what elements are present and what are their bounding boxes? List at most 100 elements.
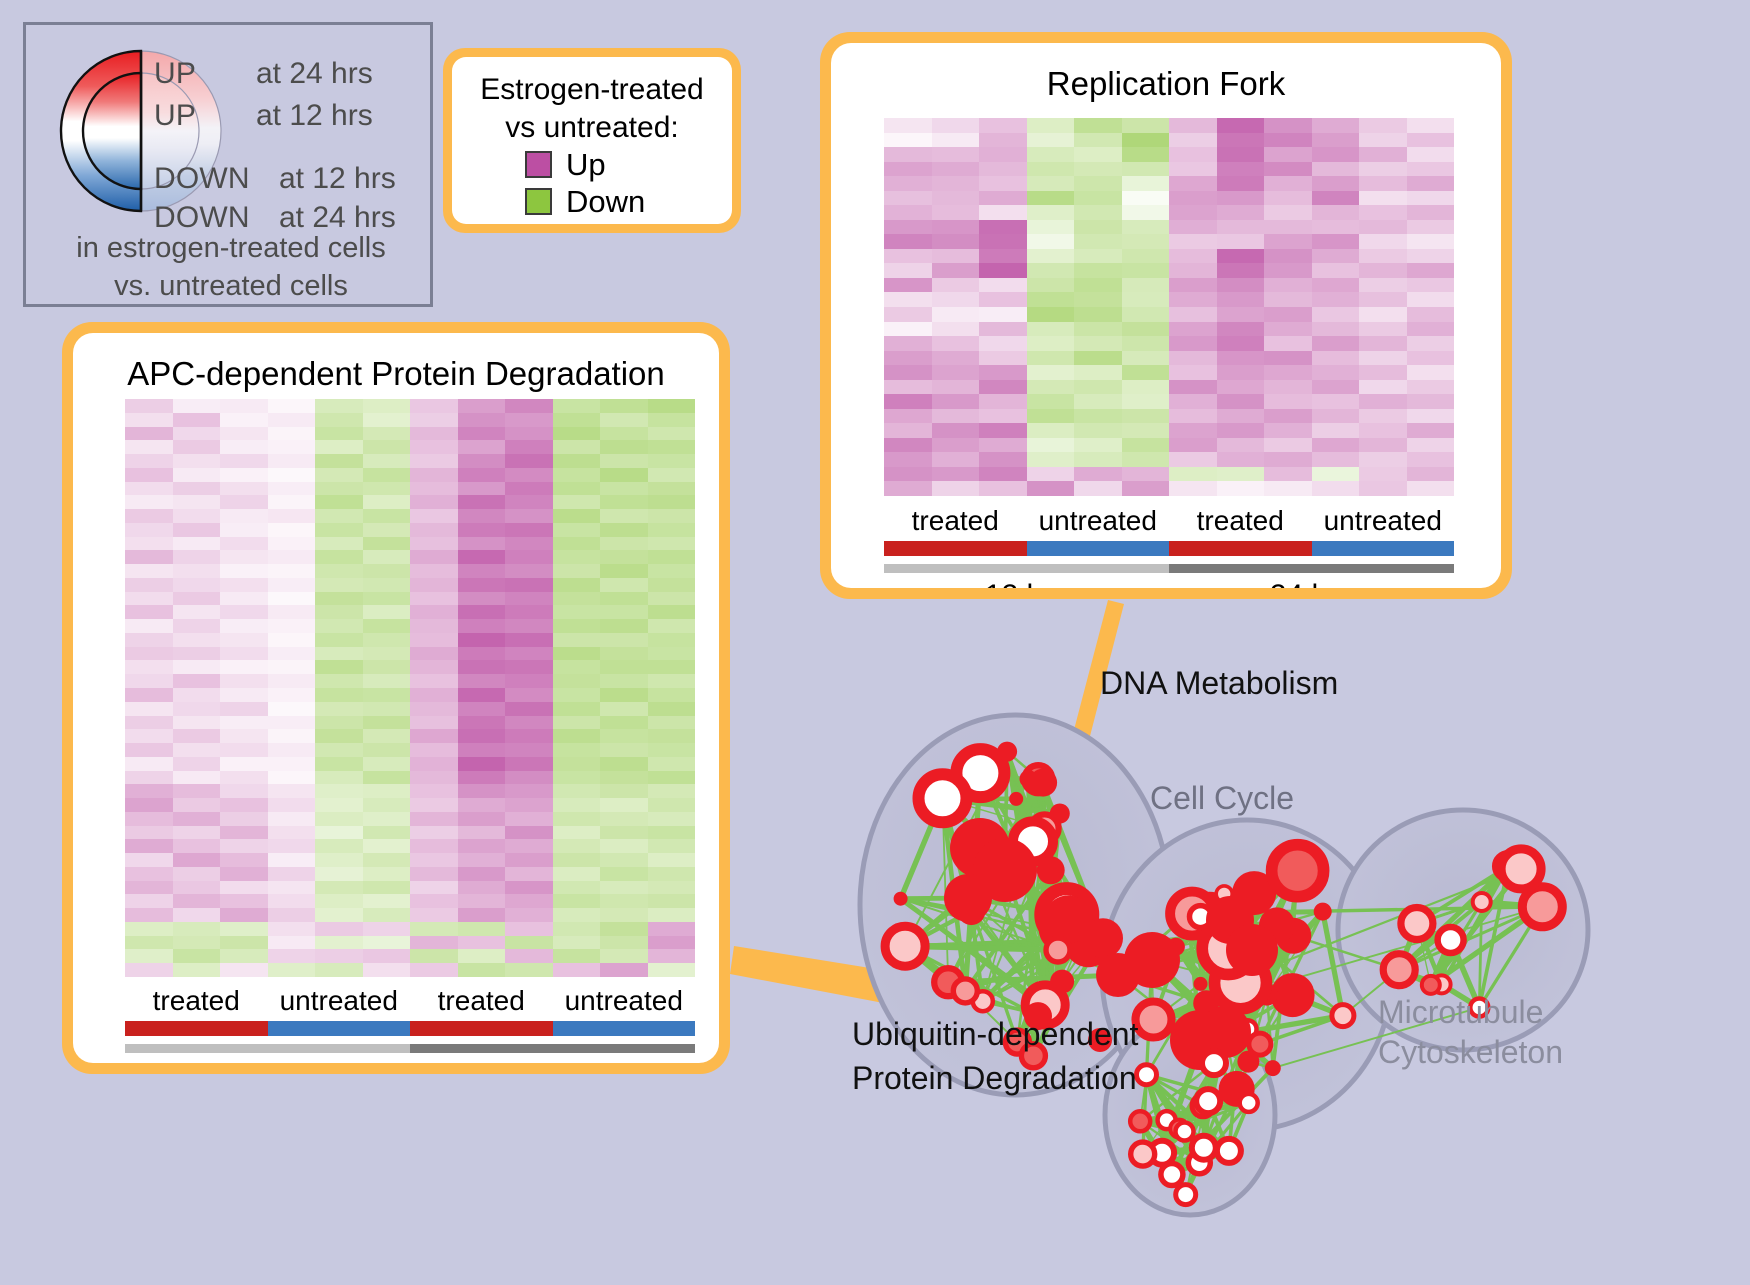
heatmap-cell: [457, 619, 505, 633]
heatmap-cell: [931, 437, 979, 453]
heatmap-cell: [410, 605, 458, 620]
heatmap-cell: [315, 687, 363, 702]
heatmap-cell: [884, 132, 932, 148]
heatmap-cell: [1216, 277, 1264, 293]
heatmap-cell: [1026, 292, 1074, 307]
heatmap-cell: [125, 564, 173, 578]
heatmap-cell: [600, 715, 648, 730]
heatmap-cell: [1359, 408, 1407, 424]
heatmap-cell: [1406, 277, 1454, 293]
heatmap-cell: [647, 784, 695, 799]
heatmap-cell: [552, 591, 600, 606]
heatmap-cell: [125, 743, 173, 757]
heatmap-cell: [600, 605, 648, 620]
heatmap-cell: [220, 949, 268, 964]
heatmap-cell: [505, 921, 553, 936]
heatmap-cell: [362, 550, 410, 565]
heatmap-cell: [1169, 437, 1217, 453]
heatmap-cell: [505, 550, 553, 565]
heatmap-cell: [647, 646, 695, 661]
heatmap-cell: [1406, 394, 1454, 409]
legend-item-up: Up: [525, 149, 606, 180]
heatmap-cell: [505, 839, 553, 854]
heatmap-cell: [362, 880, 410, 895]
heatmap-cell: [1311, 176, 1359, 191]
network-node: [1088, 1028, 1112, 1052]
heatmap-cell: [267, 481, 315, 496]
heatmap-cell: [362, 715, 410, 730]
heatmap-cell: [315, 495, 363, 510]
heatmap-cell: [172, 536, 220, 551]
heatmap-cell: [172, 605, 220, 620]
heatmap-cell: [1216, 350, 1264, 366]
heatmap-cell: [931, 132, 979, 148]
heatmap-cell: [457, 522, 505, 537]
heatmap-cell: [931, 219, 979, 235]
heatmap-cell: [1216, 394, 1264, 409]
heatmap-cell: [125, 550, 173, 565]
heatmap-cell: [552, 481, 600, 496]
heatmap-cell: [315, 798, 363, 812]
heatmap-cell: [125, 605, 173, 620]
heatmap-cell: [125, 949, 173, 964]
heatmap-cell: [1074, 336, 1122, 351]
heatmap-cell: [362, 674, 410, 688]
heatmap-cell: [979, 379, 1027, 395]
heatmap-cell: [1311, 205, 1359, 220]
heatmap-cell: [315, 399, 363, 413]
network-node: [1213, 1135, 1244, 1166]
heatmap-cell: [600, 701, 648, 716]
network-node: [1049, 803, 1070, 824]
heatmap-cell: [505, 467, 553, 482]
network-edge: [898, 896, 1048, 1008]
heatmap-cell: [979, 423, 1027, 438]
heatmap-cell: [1121, 176, 1169, 191]
heatmap-cell: [172, 522, 220, 537]
apc-degradation-title: APC-dependent Protein Degradation: [127, 355, 665, 392]
network-node: [1419, 973, 1442, 996]
heatmap-cell: [1216, 452, 1264, 467]
heatmap-cell: [172, 660, 220, 675]
heatmap-cell: [410, 454, 458, 468]
heatmap-cell: [979, 292, 1027, 307]
heatmap-cell: [457, 853, 505, 867]
treatment-bar-segment: [1311, 541, 1454, 556]
network-node: [1434, 923, 1467, 957]
heatmap-cell: [220, 605, 268, 620]
heatmap-cell: [1264, 132, 1312, 148]
heatmap-cell: [267, 921, 315, 936]
heatmap-cell: [315, 729, 363, 744]
heatmap-cell: [979, 219, 1027, 235]
heatmap-cell: [410, 853, 458, 867]
cluster-label-cell-cycle: Cell Cycle: [1150, 780, 1295, 816]
heatmap-cell: [315, 715, 363, 730]
apc-sample-label-2: treated: [437, 985, 525, 1016]
heatmap-cell: [647, 605, 695, 620]
heatmap-cell: [1026, 190, 1074, 206]
heatmap-cell: [267, 564, 315, 578]
heatmap-cell: [1026, 277, 1074, 293]
heatmap-cell: [931, 321, 979, 337]
heatmap-cell: [220, 632, 268, 647]
heatmap-cell: [125, 715, 173, 730]
heatmap-cell: [267, 853, 315, 867]
heatmap-cell: [1406, 466, 1454, 482]
heatmap-cell: [505, 426, 553, 441]
heatmap-cell: [600, 674, 648, 688]
heatmap-cell: [267, 646, 315, 661]
heatmap-cell: [505, 701, 553, 716]
heatmap-cell: [931, 161, 979, 177]
heatmap-cell: [457, 949, 505, 964]
heatmap-cell: [1406, 408, 1454, 424]
heatmap-cell: [1216, 307, 1264, 322]
heatmap-cell: [410, 591, 458, 606]
heatmap-cell: [362, 605, 410, 620]
heatmap-cell: [505, 674, 553, 688]
heatmap-cell: [979, 452, 1027, 467]
apc-sample-label-1: untreated: [279, 985, 398, 1016]
heatmap-cell: [1074, 452, 1122, 467]
heatmap-cell: [172, 811, 220, 826]
heatmap-cell: [931, 379, 979, 395]
heatmap-cell: [1264, 161, 1312, 177]
heatmap-cell: [647, 839, 695, 854]
